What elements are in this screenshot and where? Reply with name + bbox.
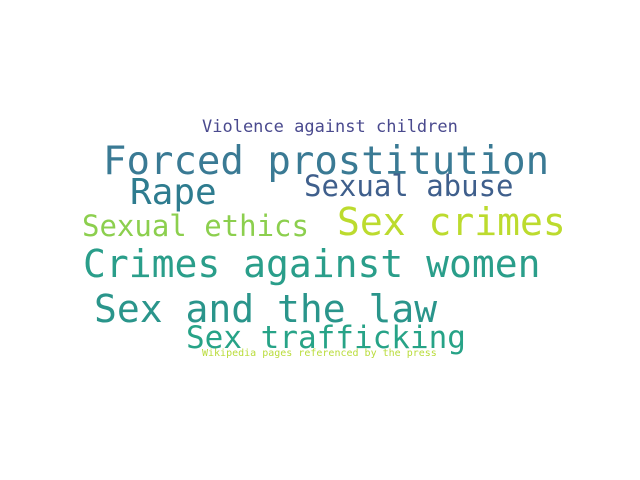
word-sex-trafficking: Sex trafficking bbox=[186, 320, 466, 356]
word-sex-and-the-law: Sex and the law bbox=[94, 287, 438, 331]
word-violence-against-children: Violence against children bbox=[202, 117, 458, 137]
word-crimes-against-women: Crimes against women bbox=[83, 242, 541, 286]
word-rape: Rape bbox=[130, 172, 217, 213]
word-sex-crimes: Sex crimes bbox=[337, 200, 566, 244]
word-sexual-abuse: Sexual abuse bbox=[304, 169, 514, 203]
word-wikipedia-pages-referenced: Wikipedia pages referenced by the press bbox=[202, 348, 437, 359]
word-forced-prostitution: Forced prostitution bbox=[103, 139, 550, 184]
word-sexual-ethics: Sexual ethics bbox=[82, 209, 309, 243]
